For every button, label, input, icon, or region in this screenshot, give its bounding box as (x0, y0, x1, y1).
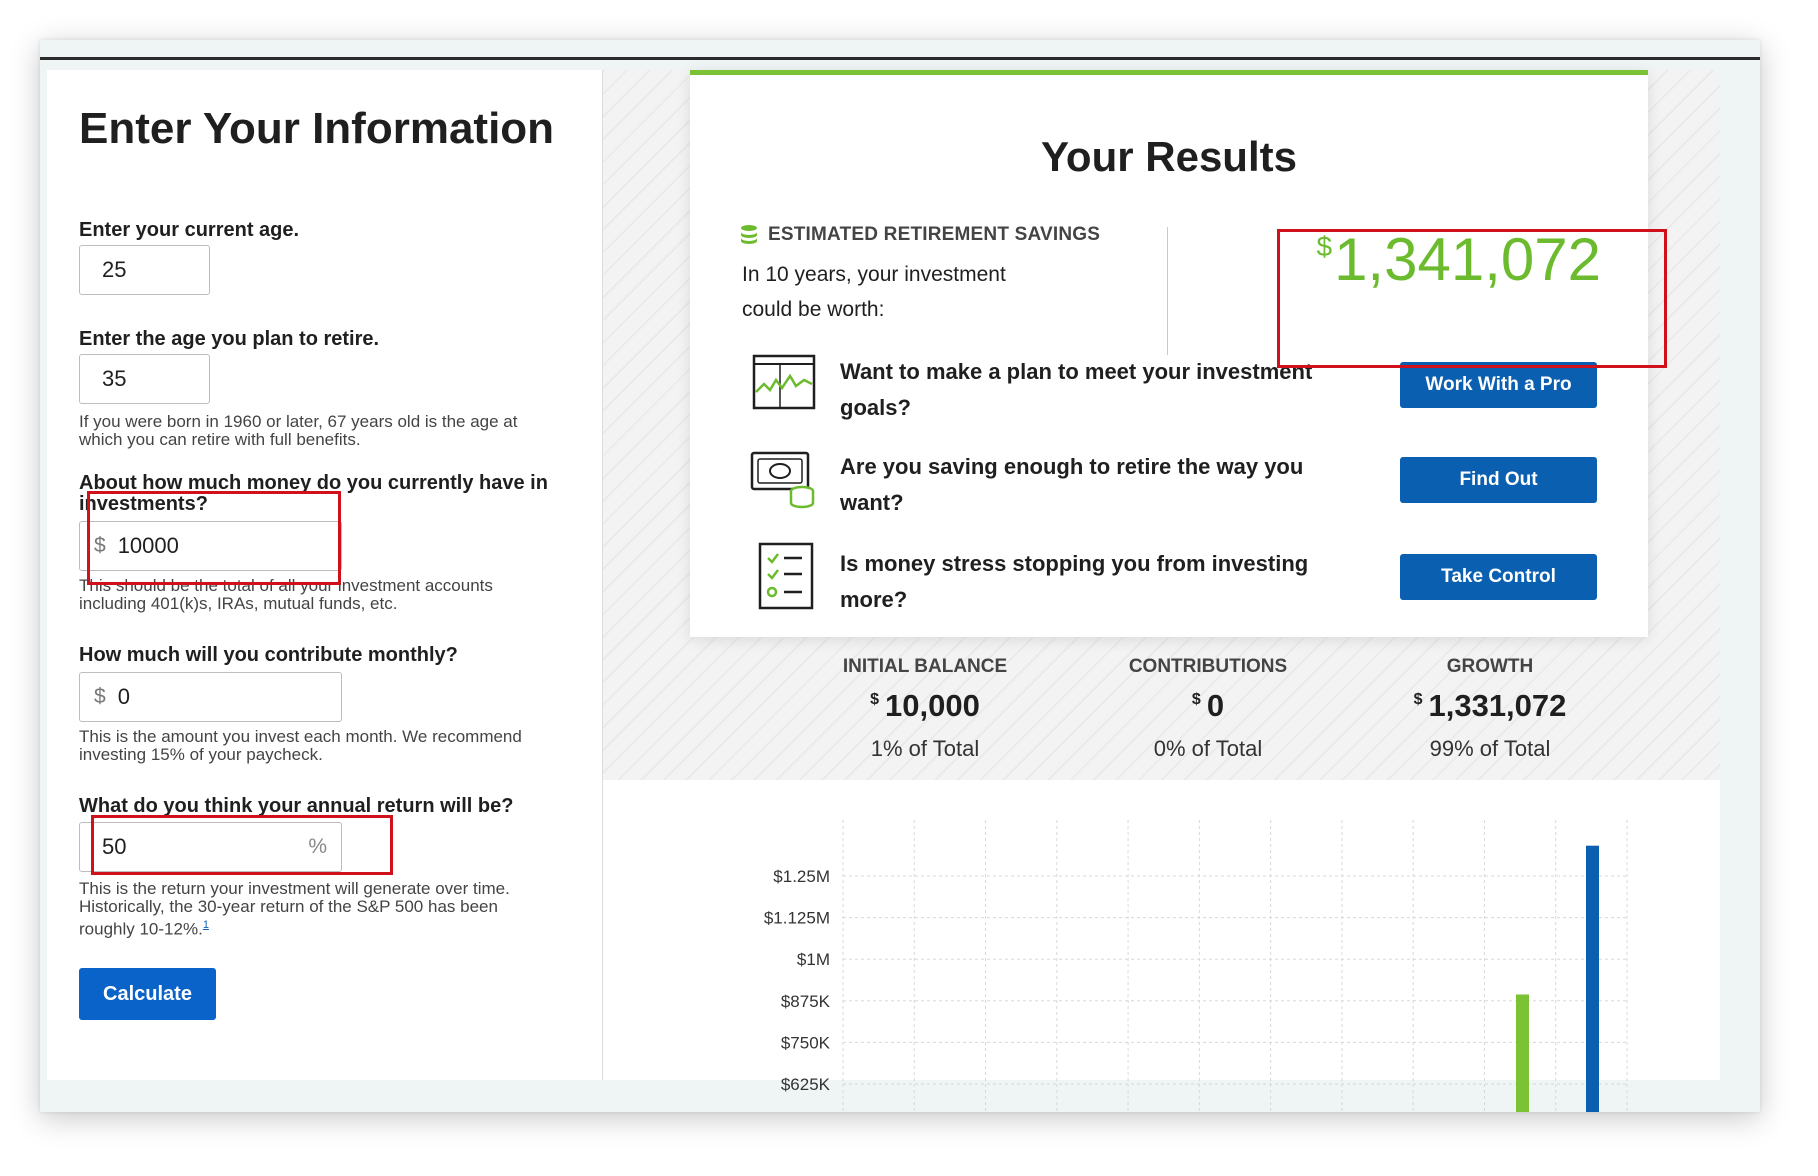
results-card: Your Results ESTIMATED RETIREMENT SAVING… (690, 70, 1648, 637)
cta-text-plan: Want to make a plan to meet your investm… (840, 359, 1313, 420)
form-title: Enter Your Information (79, 104, 555, 153)
chart-monitor-icon (752, 354, 816, 410)
retire-age-help: If you were born in 1960 or later, 67 ye… (79, 412, 518, 449)
stat-percent: 1% of Total (870, 736, 980, 761)
cash-coins-icon (750, 451, 815, 509)
footnote-link[interactable]: 1 (202, 919, 209, 931)
estimated-savings-value: $1,341,072 (1280, 225, 1601, 294)
growth-chart: $1.25M $1.125M $1M $875K $750K $625K (764, 820, 1628, 1112)
chart-panel (603, 780, 1720, 1080)
checklist-icon (758, 542, 814, 610)
stat-amount-value: 10,000 (885, 688, 980, 723)
annual-return-help: This is the return your investment will … (79, 880, 549, 939)
estimated-value-number: 1,341,072 (1334, 226, 1601, 293)
work-with-pro-button[interactable]: Work With a Pro (1400, 362, 1597, 408)
coin-stack-icon (741, 225, 757, 244)
current-age-value: 25 (102, 257, 127, 282)
stat-amount-value: 1,331,072 (1428, 688, 1567, 723)
currency-symbol: $ (1413, 691, 1423, 708)
dollar-prefix: $ (94, 685, 106, 708)
dollar-prefix: $ (94, 534, 106, 557)
monthly-input[interactable]: $ 0 (79, 672, 342, 722)
current-age-input[interactable]: 25 (79, 245, 210, 295)
investments-label: About how much money do you currently ha… (79, 472, 548, 515)
retire-age-label: Enter the age you plan to retire. (79, 328, 380, 350)
stat-initial-balance: INITIAL BALANCE $10,000 1% of Total (784, 656, 1066, 762)
currency-symbol: $ (870, 691, 880, 708)
annual-return-input[interactable]: 50 % (79, 822, 342, 872)
cta-row-saving: Are you saving enough to retire the way … (690, 445, 1648, 525)
investments-help: This should be the total of all your inv… (79, 576, 493, 613)
chart-bar[interactable] (1516, 994, 1529, 1112)
estimated-savings-text: In 10 years, your investment could be wo… (742, 263, 1006, 321)
retire-age-input[interactable]: 35 (79, 354, 210, 404)
stat-label: GROWTH (1446, 656, 1534, 677)
y-tick-label: $1.25M (773, 867, 830, 886)
stat-growth: GROWTH $1,331,072 99% of Total (1349, 656, 1631, 762)
stat-contributions: CONTRIBUTIONS $0 0% of Total (1067, 656, 1349, 762)
cta-text-stress: Is money stress stopping you from invest… (840, 551, 1309, 612)
stat-amount-value: 0 (1206, 688, 1225, 723)
top-bar (40, 57, 1760, 60)
monthly-label: How much will you contribute monthly? (79, 644, 458, 666)
y-tick-label: $1.125M (764, 909, 830, 928)
y-tick-label: $750K (781, 1033, 831, 1052)
cta-text-saving: Are you saving enough to retire the way … (840, 454, 1304, 515)
estimated-savings-label: ESTIMATED RETIREMENT SAVINGS (768, 224, 1101, 245)
monthly-value: 0 (117, 684, 130, 709)
calculate-button[interactable]: Calculate (79, 968, 216, 1020)
y-tick-label: $1M (797, 950, 830, 969)
currency-symbol: $ (1316, 231, 1333, 262)
divider (1167, 227, 1168, 355)
stat-label: INITIAL BALANCE (842, 656, 1008, 677)
monthly-help: This is the amount you invest each month… (79, 727, 522, 764)
currency-symbol: $ (1191, 691, 1201, 708)
stat-amount: $0 (1067, 688, 1349, 724)
cta-row-stress: Is money stress stopping you from invest… (690, 542, 1648, 622)
y-tick-label: $625K (781, 1075, 831, 1094)
stat-amount: $1,331,072 (1349, 688, 1631, 724)
cta-row-plan: Want to make a plan to meet your investm… (690, 350, 1648, 430)
annual-return-value: 50 (102, 834, 127, 859)
annual-return-help-text: This is the return your investment will … (79, 879, 510, 939)
retire-age-value: 35 (102, 366, 127, 391)
percent-suffix: % (308, 835, 327, 858)
find-out-button[interactable]: Find Out (1400, 457, 1597, 503)
y-tick-label: $875K (781, 992, 831, 1011)
stat-label: CONTRIBUTIONS (1128, 656, 1288, 677)
current-age-label: Enter your current age. (79, 219, 300, 241)
stat-percent: 0% of Total (1153, 736, 1263, 761)
investments-value: 10000 (117, 533, 179, 558)
chart-bar[interactable] (1586, 845, 1599, 1112)
stat-amount: $10,000 (784, 688, 1066, 724)
stat-percent: 99% of Total (1429, 736, 1551, 761)
investments-input[interactable]: $ 10000 (79, 521, 342, 571)
annual-return-label: What do you think your annual return wil… (79, 795, 514, 817)
input-form-panel: Enter Your Information Enter your curren… (47, 70, 603, 1080)
results-title: Your Results (1041, 133, 1297, 180)
take-control-button[interactable]: Take Control (1400, 554, 1597, 600)
